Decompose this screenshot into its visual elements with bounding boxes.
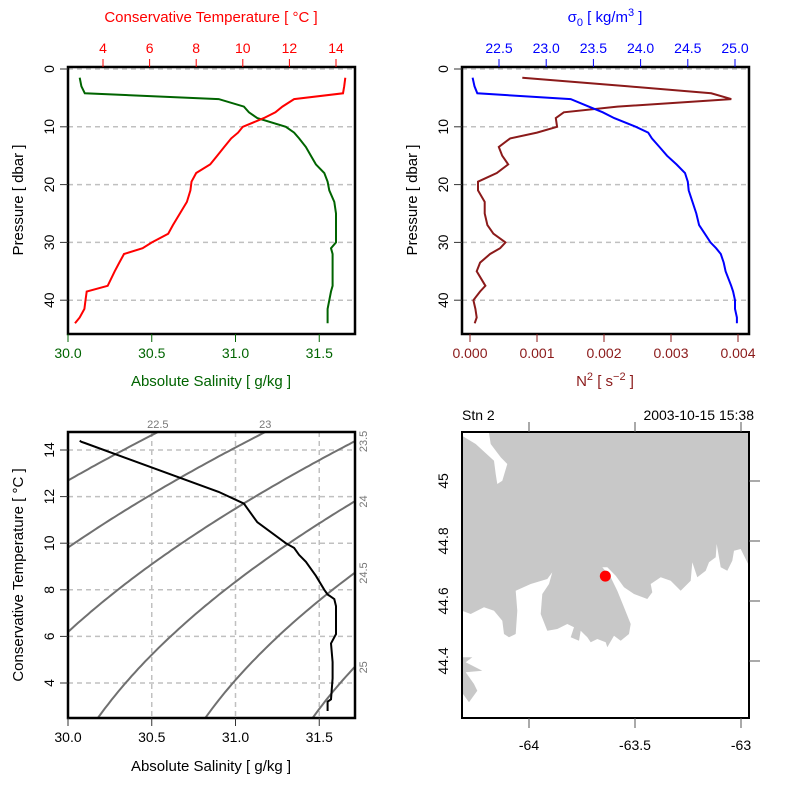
pressure-axis-tick-label: 0 [435, 65, 451, 73]
temperature-profile-line [74, 77, 347, 324]
ts-diagram-panel: 22.5 23 23.5 24 24.5 25 30.0 30.5 31.0 31.5 4 6 8 10 1… [10, 419, 370, 775]
y-axis-title: Pressure [ dbar ] [404, 145, 421, 256]
isopycnal-label: 24.5 [358, 562, 370, 583]
sigma0-axis-tick-label: 22.5 [485, 40, 512, 56]
x-axis-title: Absolute Salinity [ g/kg ] [131, 758, 291, 775]
sigma0-axis-tick-label: 24.5 [674, 40, 701, 56]
land-southwest [462, 657, 483, 703]
pressure-gridlines [462, 68, 749, 301]
plot-frame [66, 65, 357, 336]
isopycnal-label: 24 [358, 495, 370, 507]
isopycnal-label: 22.5 [147, 419, 168, 431]
temperature-axis-tick-label: 8 [41, 586, 57, 594]
pressure-axis-tick-label: 30 [435, 234, 451, 250]
isopycnal-label: 23 [259, 419, 271, 431]
ts-curve [79, 439, 337, 711]
temperature-axis-tick-label: 14 [328, 40, 344, 56]
isopycnal-line [96, 499, 355, 718]
top-axis-title: σ0 [ kg/m3 ] [568, 7, 643, 29]
pressure-axis-tick-label: 20 [435, 177, 451, 193]
lat-tick-label: 44.4 [435, 647, 451, 674]
lon-tick-label: -63.5 [619, 737, 651, 753]
axes: -64 -63.5 -63 45 44.8 44.6 44.4 [435, 422, 760, 753]
lat-tick-label: 44.8 [435, 527, 451, 554]
sigma0-axis-tick-label: 25.0 [721, 40, 748, 56]
map-frame [461, 431, 750, 719]
pressure-axis-tick-label: 10 [41, 119, 57, 135]
land-mainland [462, 432, 749, 648]
salinity-axis-tick-label: 31.5 [306, 345, 333, 361]
salinity-axis-tick-label: 31.5 [306, 729, 333, 745]
temperature-axis-tick-label: 10 [41, 535, 57, 551]
salinity-axis-tick-label: 31.0 [222, 729, 249, 745]
temperature-axis-tick-label: 6 [146, 40, 154, 56]
lon-tick-label: -64 [519, 737, 539, 753]
temperature-axis-tick-label: 8 [192, 40, 200, 56]
salinity-profile-line [78, 77, 337, 324]
temperature-axis-tick-label: 12 [41, 489, 57, 505]
plot-frame [66, 430, 357, 720]
sigma0-profile-line [471, 77, 738, 324]
bottom-axis-title: N2 [ s−2 ] [576, 371, 634, 390]
pressure-axis-tick-label: 20 [41, 177, 57, 193]
sigma0-axis-tick-label: 23.0 [533, 40, 560, 56]
salinity-axis-tick-label: 30.0 [54, 345, 81, 361]
station-datetime: 2003-10-15 15:38 [643, 407, 754, 423]
lon-tick-label: -63 [731, 737, 751, 753]
pressure-axis-tick-label: 40 [41, 292, 57, 308]
n2-axis-tick-label: 0.003 [653, 345, 688, 361]
salinity-axis-tick-label: 30.5 [138, 345, 165, 361]
axes: 0.000 0.001 0.002 0.003 0.004 22.5 23.0 23.5 24.… [435, 40, 756, 361]
sigma0-axis-tick-label: 23.5 [580, 40, 607, 56]
isopycnal-line [68, 440, 355, 634]
n2-axis-tick-label: 0.000 [452, 345, 487, 361]
water-inlet [462, 433, 508, 484]
isopycnal-line [311, 665, 355, 718]
temperature-axis-tick-label: 4 [41, 679, 57, 687]
top-axis-title: Conservative Temperature [ °C ] [104, 9, 317, 26]
density-n2-panel: 0.000 0.001 0.002 0.003 0.004 22.5 23.0 23.5 24.… [404, 7, 756, 390]
temperature-axis-tick-label: 4 [99, 40, 107, 56]
isopycnal-contours [68, 432, 355, 718]
pressure-axis-tick-label: 30 [41, 234, 57, 250]
isopycnal-line [68, 432, 161, 482]
salinity-axis-tick-label: 30.0 [54, 729, 81, 745]
pressure-axis-tick-label: 0 [41, 65, 57, 73]
pressure-axis-tick-label: 40 [435, 292, 451, 308]
y-axis-title: Conservative Temperature [ °C ] [10, 468, 27, 681]
n2-axis-tick-label: 0.001 [519, 345, 554, 361]
bottom-axis-title: Absolute Salinity [ g/kg ] [131, 373, 291, 390]
pressure-gridlines [68, 68, 355, 301]
pressure-axis-tick-label: 10 [435, 119, 451, 135]
temperature-axis-tick-label: 12 [282, 40, 298, 56]
ts-gridlines [68, 432, 355, 718]
temperature-axis-tick-label: 6 [41, 632, 57, 640]
n2-axis-tick-label: 0.004 [720, 345, 755, 361]
n2-profile-line [472, 76, 732, 324]
salinity-temperature-panel: 30.0 30.5 31.0 31.5 4 6 8 10 12 14 0 10 20 30 40 Conse… [10, 9, 357, 390]
lat-tick-label: 44.6 [435, 587, 451, 614]
isopycnal-line [68, 432, 268, 549]
salinity-axis-tick-label: 30.5 [138, 729, 165, 745]
sigma0-axis-tick-label: 24.0 [627, 40, 654, 56]
isopycnal-line [204, 571, 355, 718]
y-axis-title: Pressure [ dbar ] [10, 145, 27, 256]
isopycnal-label: 25 [358, 661, 370, 673]
salinity-axis-tick-label: 31.0 [222, 345, 249, 361]
station-marker[interactable] [599, 570, 611, 582]
temperature-axis-tick-label: 10 [235, 40, 251, 56]
isopycnal-label: 23.5 [358, 431, 370, 452]
axes: 30.0 30.5 31.0 31.5 4 6 8 10 12 14 0 10 20 30 40 [41, 40, 344, 361]
axes: 22.5 23 23.5 24 24.5 25 30.0 30.5 31.0 31.5 4 6 8 10 1… [41, 419, 370, 745]
plot-frame [460, 65, 751, 336]
station-name: Stn 2 [462, 407, 495, 423]
station-map-panel: -64 -63.5 -63 45 44.8 44.6 44.4 Stn 2 2003-10-… [435, 407, 760, 753]
lat-tick-label: 45 [435, 473, 451, 489]
temperature-axis-tick-label: 14 [41, 442, 57, 458]
n2-axis-tick-label: 0.002 [586, 345, 621, 361]
